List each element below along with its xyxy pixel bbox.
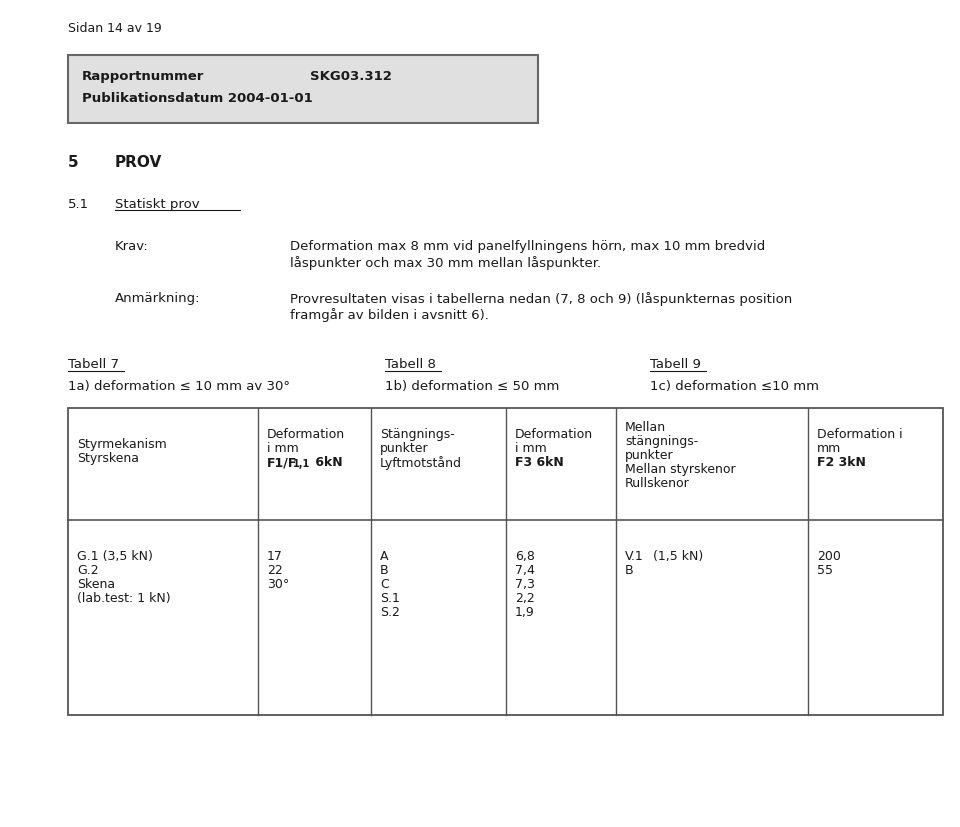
Text: Sidan 14 av 19: Sidan 14 av 19 [68,22,161,35]
Text: Deformation: Deformation [515,428,593,441]
Text: Styrmekanism: Styrmekanism [77,438,167,451]
Text: 1,1: 1,1 [293,459,310,469]
Text: 1c) deformation ≤10 mm: 1c) deformation ≤10 mm [650,380,819,393]
Text: Stängnings-: Stängnings- [380,428,455,441]
Bar [68,55,538,123]
Text: S.2: S.2 [380,606,400,619]
Text: Styrskena: Styrskena [77,452,139,465]
Text: 6,8: 6,8 [515,550,535,563]
Text: punkter: punkter [380,442,428,455]
Text: F2 3kN: F2 3kN [817,456,866,469]
Text: Mellan: Mellan [625,421,666,434]
Text: 5.1: 5.1 [68,198,89,211]
Bar [68,408,943,715]
Text: F3 6kN: F3 6kN [515,456,564,469]
Text: V.1: V.1 [625,550,644,563]
Text: 2,2: 2,2 [515,592,535,605]
Text: (1,5 kN): (1,5 kN) [653,550,704,563]
Text: Provresultaten visas i tabellerna nedan (7, 8 och 9) (låspunkternas position: Provresultaten visas i tabellerna nedan … [290,292,792,306]
Text: mm: mm [817,442,841,455]
Text: Publikationsdatum 2004-01-01: Publikationsdatum 2004-01-01 [82,92,313,105]
Text: 17: 17 [267,550,283,563]
Text: Krav:: Krav: [115,240,149,253]
Text: (lab.test: 1 kN): (lab.test: 1 kN) [77,592,171,605]
Text: 1b) deformation ≤ 50 mm: 1b) deformation ≤ 50 mm [385,380,560,393]
Text: S.1: S.1 [380,592,400,605]
Text: 7,4: 7,4 [515,564,535,577]
Text: punkter: punkter [625,449,674,462]
Text: Anmärkning:: Anmärkning: [115,292,201,305]
Text: Tabell 9: Tabell 9 [650,358,701,371]
Text: Deformation i: Deformation i [817,428,902,441]
Text: B: B [625,564,634,577]
Text: Rullskenor: Rullskenor [625,477,689,490]
Text: F1/F: F1/F [267,456,298,469]
Text: PROV: PROV [115,155,162,170]
Text: Rapportnummer: Rapportnummer [82,70,204,83]
Text: B: B [380,564,389,577]
Text: Lyftmotstånd: Lyftmotstånd [380,456,462,470]
Text: framgår av bilden i avsnitt 6).: framgår av bilden i avsnitt 6). [290,308,489,322]
Text: Skena: Skena [77,578,115,591]
Text: 1a) deformation ≤ 10 mm av 30°: 1a) deformation ≤ 10 mm av 30° [68,380,290,393]
Text: 30°: 30° [267,578,289,591]
Text: låspunkter och max 30 mm mellan låspunkter.: låspunkter och max 30 mm mellan låspunkt… [290,256,601,270]
Text: G.1 (3,5 kN): G.1 (3,5 kN) [77,550,153,563]
Text: Deformation: Deformation [267,428,346,441]
Text: 5: 5 [68,155,79,170]
Text: Statiskt prov: Statiskt prov [115,198,200,211]
Text: 1,9: 1,9 [515,606,535,619]
Text: Tabell 8: Tabell 8 [385,358,436,371]
Text: 55: 55 [817,564,833,577]
Text: Tabell 7: Tabell 7 [68,358,119,371]
Text: A: A [380,550,389,563]
Text: Mellan styrskenor: Mellan styrskenor [625,463,735,476]
Text: Deformation max 8 mm vid panelfyllningens hörn, max 10 mm bredvid: Deformation max 8 mm vid panelfyllningen… [290,240,765,253]
Text: 200: 200 [817,550,841,563]
Text: i mm: i mm [267,442,299,455]
Text: G.2: G.2 [77,564,99,577]
Text: i mm: i mm [515,442,547,455]
Text: SKG03.312: SKG03.312 [310,70,392,83]
Text: 7,3: 7,3 [515,578,535,591]
Text: 22: 22 [267,564,283,577]
Text: 6kN: 6kN [311,456,343,469]
Text: C: C [380,578,389,591]
Text: stängnings-: stängnings- [625,435,698,448]
